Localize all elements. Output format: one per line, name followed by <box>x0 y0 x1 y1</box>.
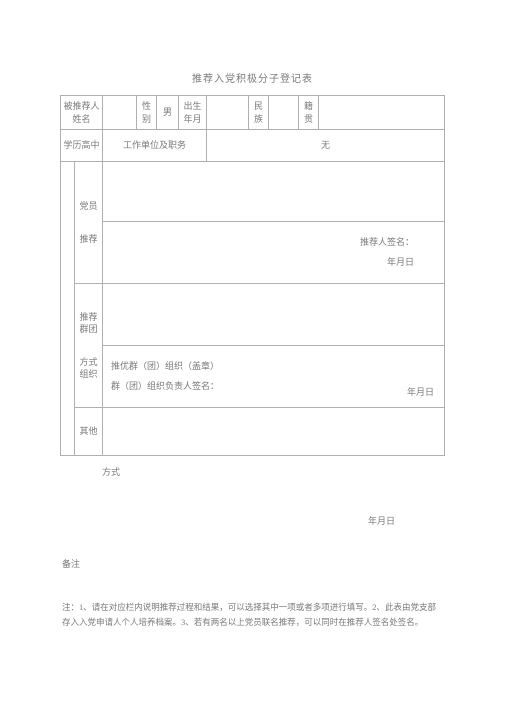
val-sex: 男 <box>157 96 179 130</box>
label-party-rec: 党员 推荐 <box>75 162 103 284</box>
group-sig: 推优群（团）组织（盖章） 群（团）组织负责人签名： 年月日 <box>103 346 445 408</box>
label-birth: 出生年月 <box>179 96 207 130</box>
val-ethnic <box>269 96 299 130</box>
remark-label: 备注 <box>60 557 445 570</box>
label-name: 被推荐人姓名 <box>61 96 103 130</box>
label-origin: 籍贯 <box>299 96 319 130</box>
label-method: 方式组织 <box>77 356 100 381</box>
party-sig: 推荐人签名： 年月日 <box>103 222 445 284</box>
way-label: 方式 <box>60 462 445 484</box>
label-sex: 性别 <box>137 96 157 130</box>
group-line1: 推优群（团）组织（盖章） <box>111 357 442 377</box>
form-title: 推荐入党积极分子登记表 <box>60 70 445 85</box>
sig-label: 推荐人签名： <box>105 233 414 253</box>
label-work: 工作单位及职务 <box>103 130 207 162</box>
val-birth <box>207 96 249 130</box>
label-edu: 学历高中 <box>61 130 103 162</box>
label-ethnic: 民族 <box>249 96 269 130</box>
other-content <box>103 408 445 456</box>
page: 推荐入党积极分子登记表 被推荐人姓名 性别 男 出生年月 民族 籍贯 学历高中 … <box>0 0 505 714</box>
val-name <box>103 96 137 130</box>
solo-date: 年月日 <box>60 514 445 527</box>
rec-col <box>61 162 75 456</box>
val-work: 无 <box>207 130 445 162</box>
group-date: 年月日 <box>407 383 434 403</box>
sig-date: 年月日 <box>105 253 414 273</box>
group-content <box>103 284 445 346</box>
notes-text: 注：1、请在对应栏内说明推荐过程和结果，可以选择其中一项或者多项进行填写。2、此… <box>60 600 445 631</box>
main-table: 被推荐人姓名 性别 男 出生年月 民族 籍贯 学历高中 工作单位及职务 无 党员… <box>60 95 445 456</box>
label-rec: 推荐 <box>77 233 100 246</box>
val-origin <box>319 96 445 130</box>
label-party: 党员 <box>77 200 100 213</box>
group-line2: 群（团）组织负责人签名： <box>111 377 442 397</box>
party-content <box>103 162 445 222</box>
label-other: 其他 <box>75 408 103 456</box>
label-group: 推荐群团 <box>77 311 100 336</box>
label-group-method: 推荐群团 方式组织 <box>75 284 103 408</box>
